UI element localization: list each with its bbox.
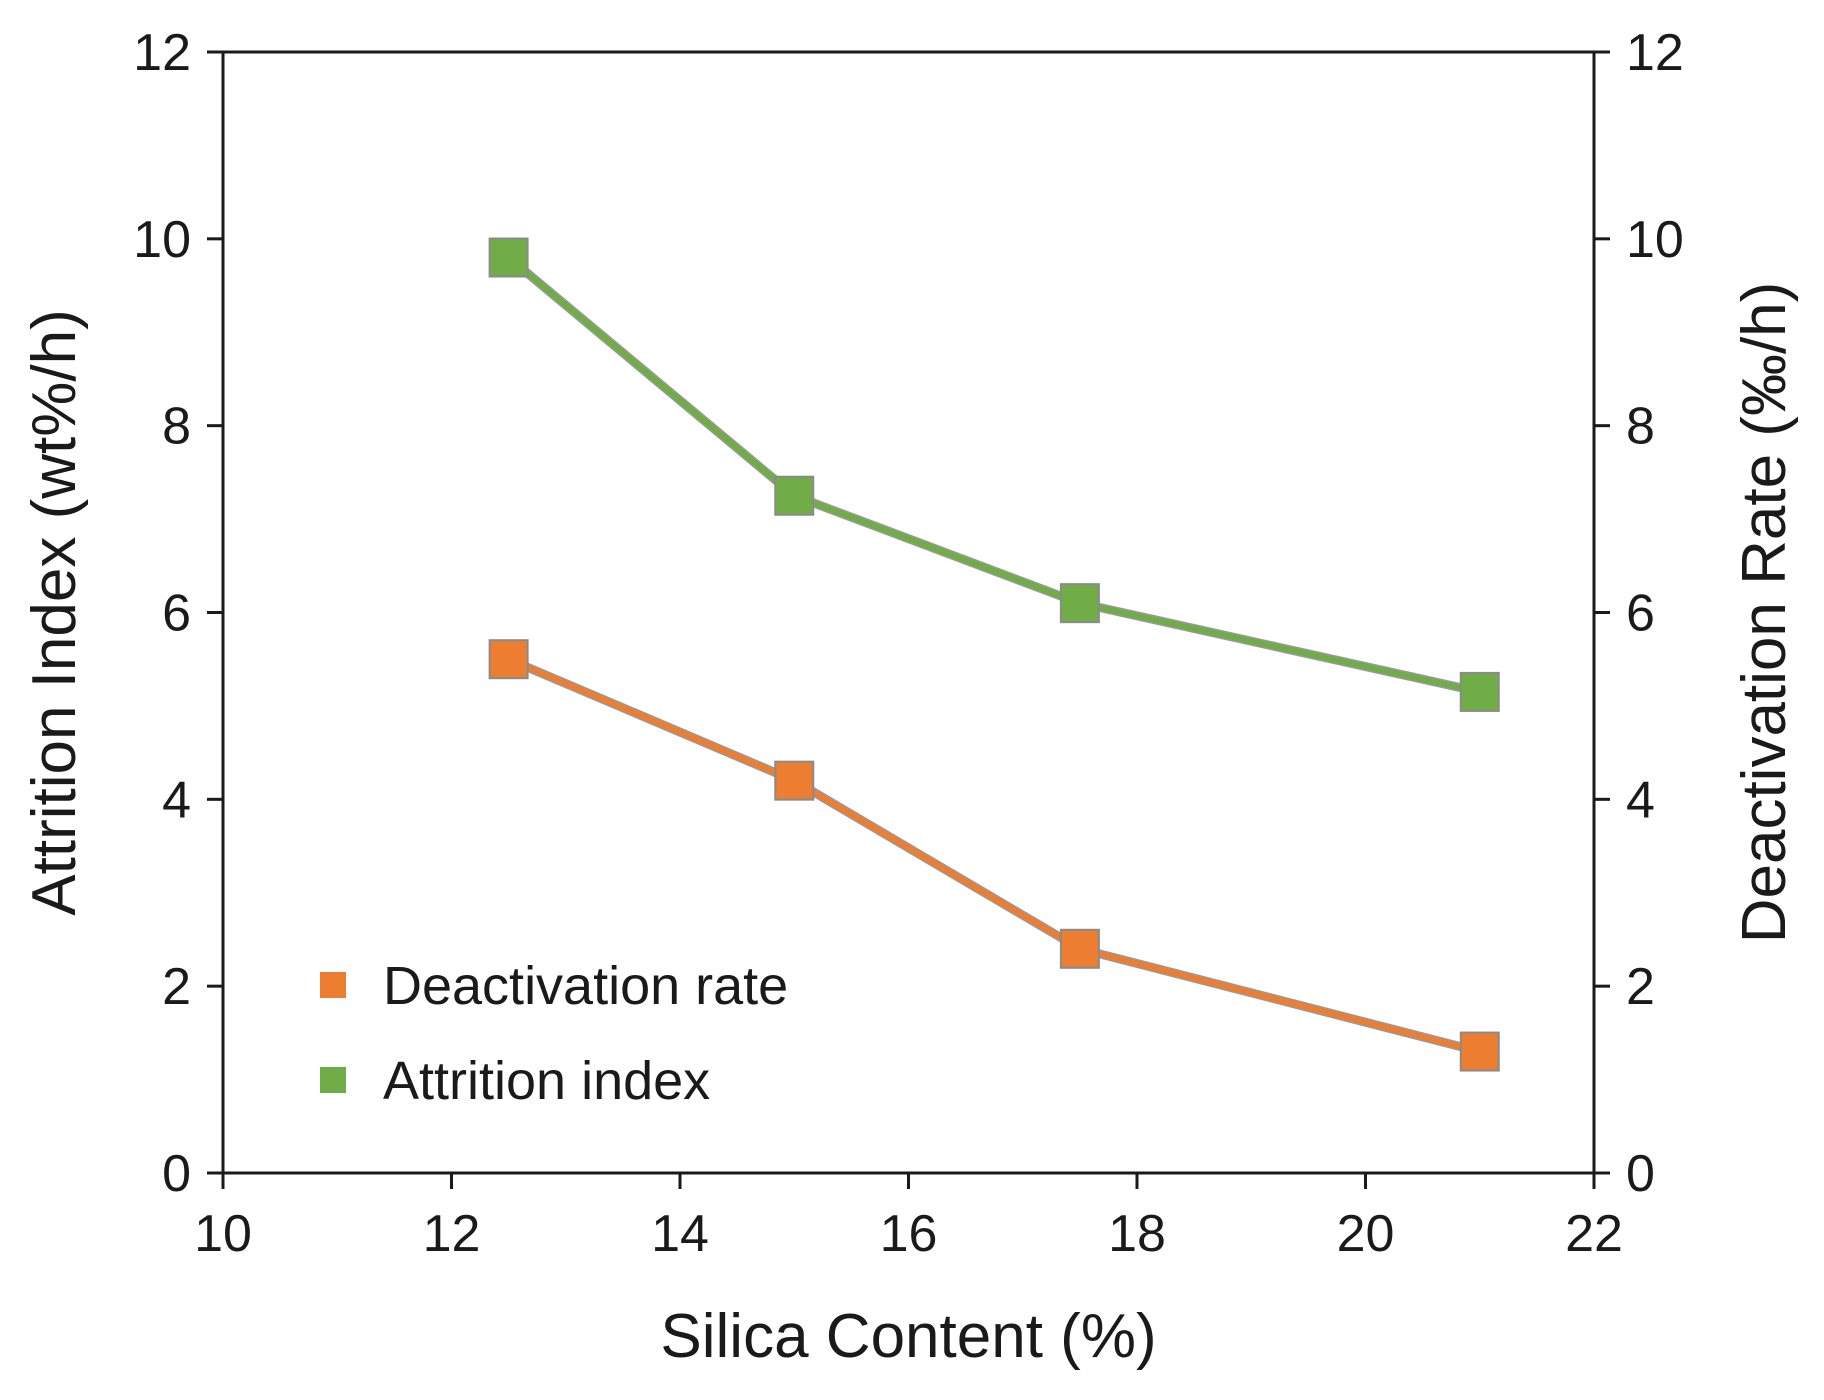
data-point-marker [1059, 583, 1100, 624]
y-tick-label: 10 [133, 211, 191, 269]
y-tick-label: 4 [162, 771, 191, 829]
y-tick-label: 0 [162, 1145, 191, 1203]
data-point-marker [1459, 671, 1500, 712]
x-tick-label: 14 [651, 1205, 709, 1263]
data-point-marker [774, 760, 815, 801]
y2-tick-label: 4 [1626, 771, 1655, 829]
y-axis-title: Attrition Index (wt%/h) [20, 309, 89, 915]
x-axis-title: Silica Content (%) [660, 1302, 1156, 1371]
data-point-marker [774, 475, 815, 516]
x-tick-label: 18 [1108, 1205, 1166, 1263]
legend-label: Deactivation rate [383, 956, 788, 1016]
x-tick-label: 12 [423, 1205, 481, 1263]
legend-marker [320, 1067, 346, 1093]
y-tick-label: 2 [162, 958, 191, 1016]
y2-tick-label: 0 [1626, 1145, 1655, 1203]
series-2 [488, 237, 1500, 712]
y2-axis-title: Deactivation Rate (‰/h) [1730, 282, 1799, 944]
x-tick-label: 22 [1565, 1205, 1623, 1263]
data-point-marker [1059, 928, 1100, 969]
x-tick-label: 16 [880, 1205, 938, 1263]
data-point-marker [1459, 1031, 1500, 1072]
series-layer [488, 237, 1500, 1072]
y-tick-label: 6 [162, 585, 191, 643]
y2-tick-label: 10 [1626, 211, 1684, 269]
series-line [506, 255, 1481, 695]
legend-label: Attrition index [383, 1051, 710, 1111]
data-point-marker [488, 639, 529, 680]
y2-tick-label: 8 [1626, 398, 1655, 456]
legend: Deactivation rate Attrition index [320, 956, 788, 1111]
data-point-marker [488, 237, 529, 278]
x-tick-label: 10 [194, 1205, 252, 1263]
y-tick-label: 8 [162, 398, 191, 456]
y2-tick-label: 6 [1626, 585, 1655, 643]
series-1 [488, 639, 1500, 1072]
y2-tick-label: 12 [1626, 24, 1684, 82]
y2-tick-label: 2 [1626, 958, 1655, 1016]
series-line [507, 656, 1481, 1055]
legend-marker [320, 972, 346, 998]
x-tick-label: 20 [1337, 1205, 1395, 1263]
y-tick-label: 12 [133, 24, 191, 82]
